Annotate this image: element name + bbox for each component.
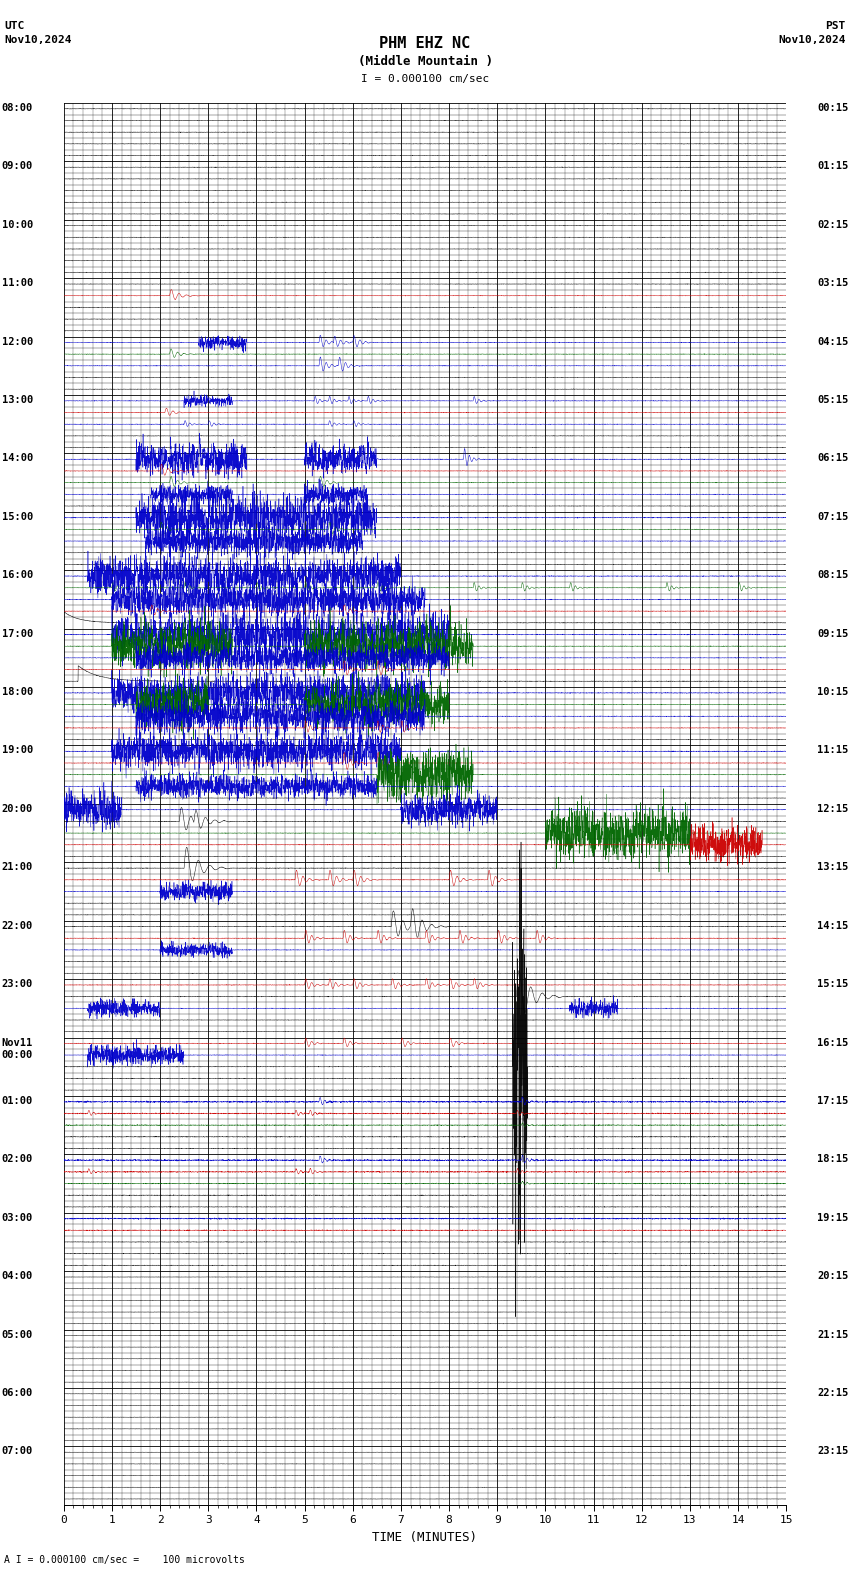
Text: 06:15: 06:15: [817, 453, 848, 464]
Text: 19:15: 19:15: [817, 1213, 848, 1223]
Text: 23:00: 23:00: [2, 979, 33, 988]
Text: 12:00: 12:00: [2, 336, 33, 347]
Text: 04:15: 04:15: [817, 336, 848, 347]
X-axis label: TIME (MINUTES): TIME (MINUTES): [372, 1530, 478, 1544]
Text: 07:15: 07:15: [817, 512, 848, 521]
Text: 21:00: 21:00: [2, 862, 33, 873]
Text: Nov11: Nov11: [2, 1038, 33, 1047]
Text: 06:00: 06:00: [2, 1388, 33, 1399]
Text: 20:00: 20:00: [2, 803, 33, 814]
Text: 18:15: 18:15: [817, 1155, 848, 1164]
Text: 09:00: 09:00: [2, 162, 33, 171]
Text: 04:00: 04:00: [2, 1270, 33, 1281]
Text: Nov10,2024: Nov10,2024: [779, 35, 846, 44]
Text: 15:15: 15:15: [817, 979, 848, 988]
Text: 20:15: 20:15: [817, 1270, 848, 1281]
Text: 01:15: 01:15: [817, 162, 848, 171]
Text: Nov10,2024: Nov10,2024: [4, 35, 71, 44]
Text: I = 0.000100 cm/sec: I = 0.000100 cm/sec: [361, 74, 489, 84]
Text: 07:00: 07:00: [2, 1446, 33, 1456]
Text: 16:15: 16:15: [817, 1038, 848, 1047]
Text: A I = 0.000100 cm/sec =    100 microvolts: A I = 0.000100 cm/sec = 100 microvolts: [4, 1555, 245, 1565]
Text: 05:00: 05:00: [2, 1329, 33, 1340]
Text: UTC: UTC: [4, 21, 25, 30]
Text: 22:15: 22:15: [817, 1388, 848, 1399]
Text: 08:00: 08:00: [2, 103, 33, 112]
Text: PHM EHZ NC: PHM EHZ NC: [379, 36, 471, 51]
Text: 08:15: 08:15: [817, 570, 848, 580]
Text: 03:00: 03:00: [2, 1213, 33, 1223]
Text: 02:15: 02:15: [817, 220, 848, 230]
Text: 10:15: 10:15: [817, 687, 848, 697]
Text: 02:00: 02:00: [2, 1155, 33, 1164]
Text: 16:00: 16:00: [2, 570, 33, 580]
Text: 23:15: 23:15: [817, 1446, 848, 1456]
Text: 17:15: 17:15: [817, 1096, 848, 1106]
Text: 09:15: 09:15: [817, 629, 848, 638]
Text: 21:15: 21:15: [817, 1329, 848, 1340]
Text: 14:15: 14:15: [817, 920, 848, 931]
Text: 11:15: 11:15: [817, 746, 848, 756]
Text: 14:00: 14:00: [2, 453, 33, 464]
Text: 12:15: 12:15: [817, 803, 848, 814]
Text: 05:15: 05:15: [817, 394, 848, 406]
Text: 03:15: 03:15: [817, 279, 848, 288]
Text: 00:15: 00:15: [817, 103, 848, 112]
Text: 22:00: 22:00: [2, 920, 33, 931]
Text: 19:00: 19:00: [2, 746, 33, 756]
Text: PST: PST: [825, 21, 846, 30]
Text: 15:00: 15:00: [2, 512, 33, 521]
Text: 17:00: 17:00: [2, 629, 33, 638]
Text: 01:00: 01:00: [2, 1096, 33, 1106]
Text: (Middle Mountain ): (Middle Mountain ): [358, 55, 492, 68]
Text: 00:00: 00:00: [2, 1050, 33, 1060]
Text: 11:00: 11:00: [2, 279, 33, 288]
Text: 13:00: 13:00: [2, 394, 33, 406]
Text: 13:15: 13:15: [817, 862, 848, 873]
Text: 10:00: 10:00: [2, 220, 33, 230]
Text: 18:00: 18:00: [2, 687, 33, 697]
